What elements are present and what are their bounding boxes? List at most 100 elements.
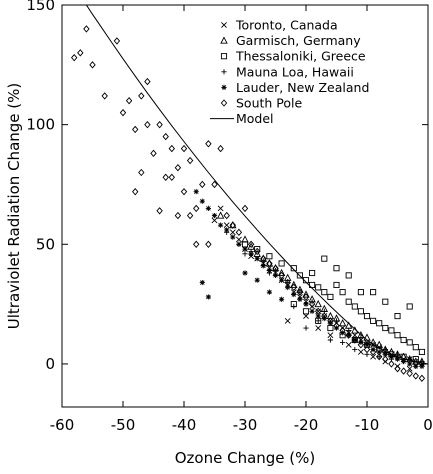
data-point-diamond xyxy=(144,77,151,86)
x-tick-label: -20 xyxy=(294,416,319,434)
data-point-diamond xyxy=(223,211,230,220)
data-point-asterisk xyxy=(419,363,425,369)
data-point-diamond xyxy=(71,53,78,62)
legend-symbol-x xyxy=(221,22,227,28)
data-point-asterisk xyxy=(388,354,394,360)
data-point-diamond xyxy=(119,108,127,117)
data-point-diamond xyxy=(132,125,139,134)
data-point-square xyxy=(394,313,401,320)
data-point-square xyxy=(382,298,389,305)
data-point-square xyxy=(382,324,389,332)
data-point-square xyxy=(394,332,401,339)
data-point-diamond xyxy=(193,204,200,213)
data-point-diamond xyxy=(138,168,145,177)
data-point-asterisk xyxy=(272,272,279,278)
data-point-square xyxy=(309,269,316,277)
data-point-asterisk xyxy=(266,289,272,295)
data-point-diamond xyxy=(290,283,297,292)
data-point-asterisk xyxy=(218,222,224,228)
data-point-asterisk xyxy=(205,205,211,211)
data-point-x xyxy=(284,317,291,324)
data-point-diamond xyxy=(388,360,395,368)
data-point-diamond xyxy=(400,367,407,375)
data-point-diamond xyxy=(125,97,133,105)
data-point-asterisk xyxy=(236,241,242,247)
data-point-diamond xyxy=(101,92,108,100)
data-point-square xyxy=(254,246,261,253)
data-point-square xyxy=(278,260,285,267)
data-point-asterisk xyxy=(254,277,260,283)
data-point-diamond xyxy=(150,149,157,158)
data-point-triangle xyxy=(241,235,249,243)
data-point-asterisk xyxy=(303,301,309,307)
data-point-x xyxy=(223,222,230,229)
data-point-asterisk xyxy=(285,284,291,290)
x-tick-label: -30 xyxy=(233,416,258,434)
data-point-triangle xyxy=(326,311,335,320)
data-point-diamond xyxy=(168,173,175,181)
data-point-diamond xyxy=(229,221,236,229)
data-point-diamond xyxy=(138,92,145,100)
data-point-diamond xyxy=(339,326,346,335)
data-point-asterisk xyxy=(242,246,248,252)
data-point-diamond xyxy=(382,355,389,363)
data-point-plus xyxy=(376,354,382,360)
data-point-diamond xyxy=(168,144,175,153)
legend-symbol-square xyxy=(220,53,228,60)
data-point-asterisk xyxy=(205,294,211,300)
data-point-plus xyxy=(358,335,364,341)
data-point-square xyxy=(400,336,407,344)
legend-label: Garmisch, Germany xyxy=(236,33,361,48)
data-point-plus xyxy=(407,356,413,362)
data-point-square xyxy=(321,289,328,296)
data-point-x xyxy=(211,217,218,224)
data-point-diamond xyxy=(144,120,151,129)
data-point-x xyxy=(345,341,352,348)
legend-symbol-plus xyxy=(221,69,227,75)
data-point-plus xyxy=(242,251,248,257)
data-point-asterisk xyxy=(315,313,321,319)
data-point-plus xyxy=(291,303,297,310)
data-point-diamond xyxy=(412,372,419,380)
data-point-diamond xyxy=(156,120,163,129)
data-point-diamond xyxy=(77,49,84,57)
data-point-diamond xyxy=(211,180,218,189)
data-point-asterisk xyxy=(230,234,236,240)
data-point-square xyxy=(370,317,377,324)
y-tick-label: 50 xyxy=(36,235,55,253)
data-point-diamond xyxy=(89,61,96,69)
data-point-diamond xyxy=(302,293,310,301)
plot-area xyxy=(71,4,429,382)
data-point-x xyxy=(303,313,309,319)
data-point-plus xyxy=(285,279,291,286)
data-point-square xyxy=(321,255,328,262)
data-point-square xyxy=(406,339,413,346)
data-point-diamond xyxy=(174,211,182,220)
data-point-asterisk xyxy=(211,212,218,219)
data-point-diamond xyxy=(193,240,200,248)
data-point-diamond xyxy=(369,348,377,356)
data-point-square xyxy=(376,320,383,327)
data-point-x xyxy=(370,353,377,360)
data-point-x xyxy=(406,365,413,372)
data-point-plus xyxy=(327,337,333,343)
data-point-x xyxy=(351,332,358,339)
data-point-x xyxy=(315,325,322,331)
data-point-diamond xyxy=(272,264,279,272)
data-point-square xyxy=(370,289,377,296)
y-tick-label: 0 xyxy=(45,355,55,373)
data-point-plus xyxy=(297,289,303,295)
data-point-diamond xyxy=(199,180,206,189)
data-point-x xyxy=(217,205,224,212)
y-axis-title: Ultraviolet Radiation Change (%) xyxy=(5,83,23,329)
data-point-square xyxy=(412,344,419,351)
data-point-diamond xyxy=(174,164,182,172)
data-point-x xyxy=(229,229,236,236)
data-point-triangle xyxy=(351,326,359,334)
data-point-square xyxy=(345,272,352,279)
data-point-asterisk xyxy=(279,296,285,302)
data-point-triangle xyxy=(290,280,298,289)
x-axis-title: Ozone Change (%) xyxy=(175,449,316,467)
data-point-diamond xyxy=(186,211,194,220)
